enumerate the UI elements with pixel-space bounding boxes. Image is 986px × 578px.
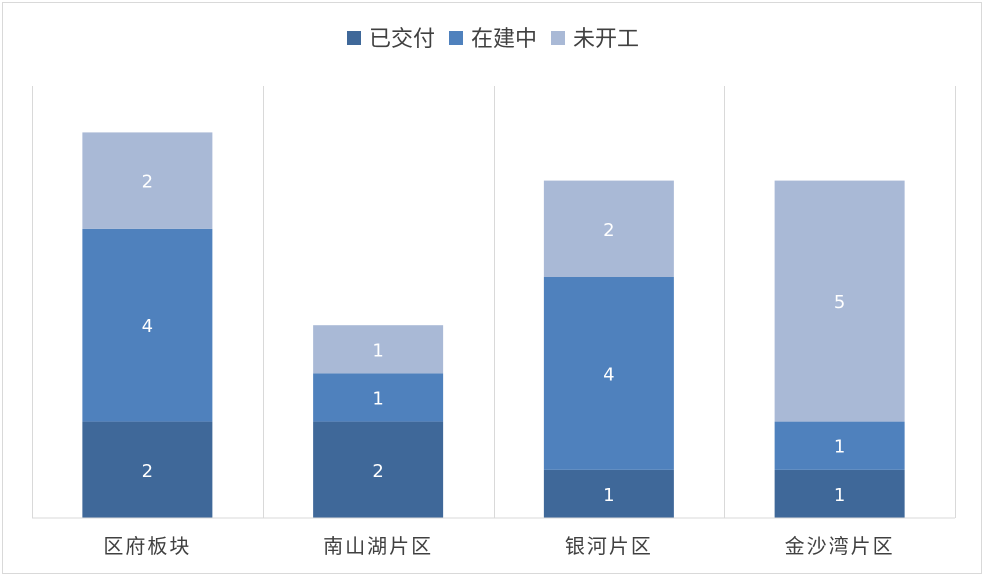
legend: 已交付 在建中 未开工 xyxy=(347,27,639,52)
data-label: 1 xyxy=(834,437,845,458)
bar-segment xyxy=(543,277,674,470)
bar-segment xyxy=(543,180,674,277)
data-label: 2 xyxy=(142,461,153,482)
legend-swatch xyxy=(551,31,565,45)
legend-label: 未开工 xyxy=(573,27,639,52)
bar-segment xyxy=(82,132,213,229)
bar-segment xyxy=(774,469,905,518)
data-label: 1 xyxy=(372,340,383,361)
data-label: 2 xyxy=(372,461,383,482)
category-label: 区府板块 xyxy=(103,534,191,558)
data-label: 1 xyxy=(372,389,383,410)
category-gridlines xyxy=(32,86,956,518)
bars xyxy=(82,132,905,518)
legend-swatch xyxy=(347,31,361,45)
bar-segment xyxy=(313,325,444,374)
legend-label: 在建中 xyxy=(471,27,537,52)
data-label: 5 xyxy=(834,292,845,313)
data-label: 4 xyxy=(603,364,614,385)
category-label: 银河片区 xyxy=(565,534,653,558)
data-label: 2 xyxy=(603,220,614,241)
category-axis-labels: 区府板块 南山湖片区 银河片区 金沙湾片区 xyxy=(103,534,895,558)
bar-segment xyxy=(774,180,905,422)
bar-segment xyxy=(313,421,444,518)
bar-segment xyxy=(82,421,213,518)
legend-swatch xyxy=(449,31,463,45)
category-label: 金沙湾片区 xyxy=(785,534,895,558)
bar-segment xyxy=(82,228,213,422)
bar-segment xyxy=(774,421,905,470)
legend-label: 已交付 xyxy=(369,27,435,52)
data-label: 2 xyxy=(142,172,153,193)
category-label: 南山湖片区 xyxy=(323,534,433,558)
data-label: 1 xyxy=(834,485,845,506)
data-label: 4 xyxy=(142,316,153,337)
bar-segment xyxy=(313,373,444,422)
data-label: 1 xyxy=(603,485,614,506)
data-labels: 2 4 2 2 1 1 1 4 2 1 1 5 xyxy=(142,172,846,506)
bar-segment xyxy=(543,469,674,518)
